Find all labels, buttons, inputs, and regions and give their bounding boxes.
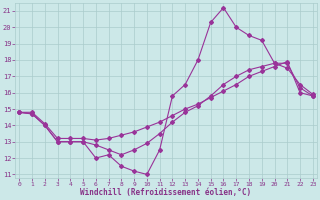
X-axis label: Windchill (Refroidissement éolien,°C): Windchill (Refroidissement éolien,°C) xyxy=(80,188,252,197)
